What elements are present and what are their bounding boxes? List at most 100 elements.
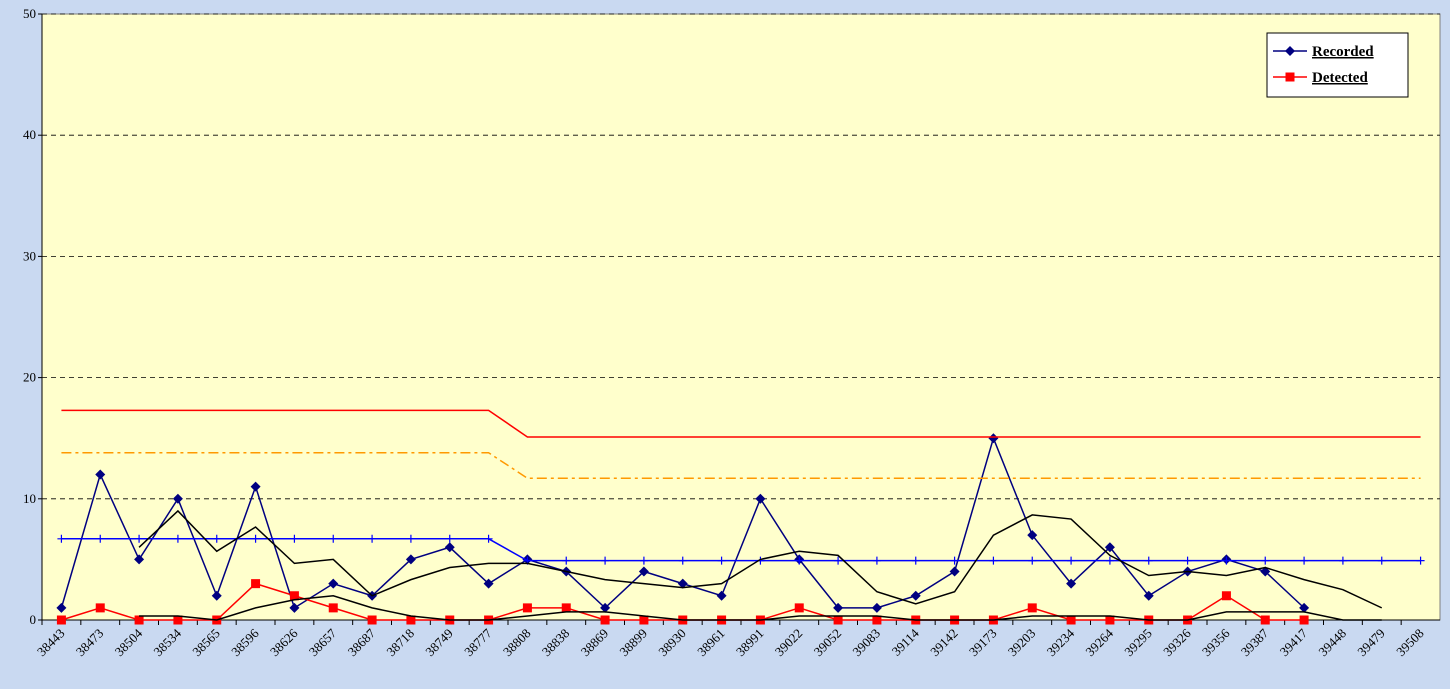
marker [1221,591,1231,601]
series-line [61,538,1421,562]
marker [639,556,648,565]
marker [755,493,766,504]
x-tick-label: 39083 [849,626,883,660]
marker [716,590,727,601]
marker [289,602,300,613]
x-tick-label: 38749 [422,626,456,660]
x-tick-label: 39356 [1199,625,1233,659]
marker [95,603,105,613]
marker [910,590,921,601]
x-tick-label: 39052 [811,626,845,660]
marker [1285,72,1295,82]
marker [445,534,454,543]
marker [911,556,920,565]
marker [1416,556,1425,565]
marker [988,433,999,444]
y-tick-label: 50 [23,6,36,21]
marker [96,534,105,543]
marker [639,615,649,625]
marker [211,590,222,601]
y-tick-label: 0 [30,612,37,627]
marker [483,578,494,589]
marker [678,556,687,565]
marker [212,534,221,543]
marker [134,615,144,625]
marker [794,603,804,613]
x-tick-label: 38565 [189,626,223,660]
marker [134,554,145,565]
marker [795,556,804,565]
marker [600,615,610,625]
marker [173,534,182,543]
marker [173,615,183,625]
marker [328,603,338,613]
marker [251,534,260,543]
marker [135,534,144,543]
marker [1183,556,1192,565]
x-tick-label: 38718 [383,626,417,660]
marker [57,534,66,543]
marker [833,615,843,625]
marker [1105,615,1115,625]
marker [1027,603,1037,613]
marker [405,554,416,565]
marker [484,534,493,543]
marker [834,556,843,565]
marker [1299,615,1309,625]
x-tick-label: 38534 [150,625,184,659]
x-tick-label: 39326 [1160,625,1194,659]
marker [172,493,183,504]
x-tick-label: 38504 [112,625,146,659]
marker [600,602,611,613]
series-line [61,451,1421,479]
marker [406,615,416,625]
marker [989,556,998,565]
x-tick-label: 38961 [694,626,728,660]
series-line [139,594,1382,621]
marker [1105,556,1114,565]
marker [872,615,882,625]
marker [638,566,649,577]
x-tick-label: 39173 [966,626,1000,660]
marker [56,602,67,613]
x-tick-label: 39295 [1121,626,1155,660]
marker [1299,602,1310,613]
marker [367,615,377,625]
x-tick-label: 38687 [345,625,379,659]
y-tick-label: 30 [23,248,36,263]
y-tick-label: 10 [23,491,36,506]
x-tick-label: 39387 [1238,625,1272,659]
x-tick-label: 38930 [655,626,689,660]
marker [1261,556,1270,565]
x-tick-label: 39264 [1082,625,1116,659]
x-tick-label: 39417 [1277,625,1311,659]
x-tick-label: 38443 [34,626,68,660]
x-tick-label: 38777 [461,625,495,659]
legend-label: Recorded [1312,44,1374,60]
marker [329,534,338,543]
marker [522,603,532,613]
x-tick-label: 38473 [73,626,107,660]
x-tick-label: 38838 [539,626,573,660]
marker [1338,556,1347,565]
marker [717,556,726,565]
marker [251,579,261,589]
marker [56,615,66,625]
marker [290,534,299,543]
marker [444,542,455,553]
marker [872,556,881,565]
marker [562,556,571,565]
y-tick-label: 40 [23,127,36,142]
x-tick-label: 39022 [772,626,806,660]
x-tick-label: 39234 [1044,625,1078,659]
x-tick-label: 39479 [1354,626,1388,660]
marker [833,602,844,613]
marker [250,481,261,492]
marker [1260,615,1270,625]
series-line [61,409,1421,438]
marker [95,469,106,480]
marker [328,578,339,589]
marker [677,578,688,589]
